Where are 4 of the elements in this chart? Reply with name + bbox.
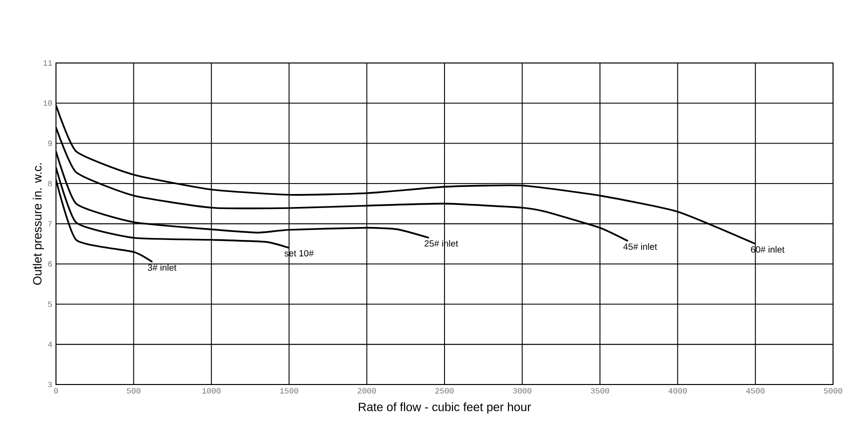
- series-label: 45# inlet: [623, 243, 658, 250]
- x-axis-title: Rate of flow - cubic feet per hour: [358, 402, 531, 414]
- y-axis-title: Outlet pressure in. w.c.: [32, 164, 44, 285]
- series-label: 3# inlet: [148, 264, 176, 271]
